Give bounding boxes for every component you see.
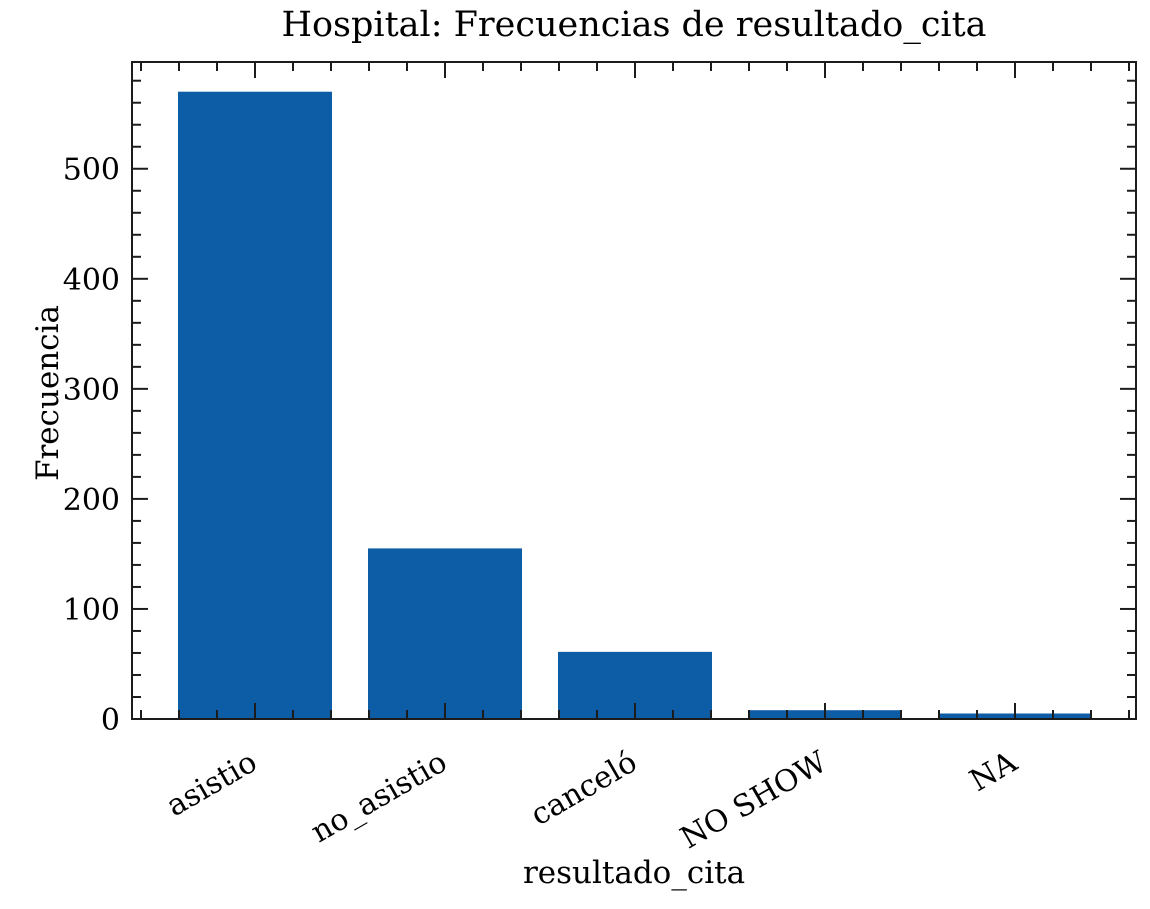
- y-tick-label: 400: [63, 263, 120, 298]
- bar-no_asistio: [368, 548, 522, 719]
- y-tick-label: 300: [63, 373, 120, 408]
- y-tick-label: 200: [63, 483, 120, 518]
- bar-asistio: [178, 91, 332, 720]
- x-tick-label: no_asistio: [305, 745, 453, 850]
- x-tick-label: canceló: [525, 745, 643, 833]
- y-tick-label: 500: [63, 153, 120, 188]
- y-tick-label: 100: [63, 593, 120, 628]
- x-axis-label: resultado_cita: [522, 855, 746, 891]
- x-tick-label: NO SHOW: [675, 745, 833, 857]
- x-tick-label: asistio: [161, 745, 263, 824]
- chart-title: Hospital: Frecuencias de resultado_cita: [281, 5, 987, 45]
- x-tick-label: NA: [964, 744, 1023, 798]
- y-tick-label: 0: [101, 703, 120, 738]
